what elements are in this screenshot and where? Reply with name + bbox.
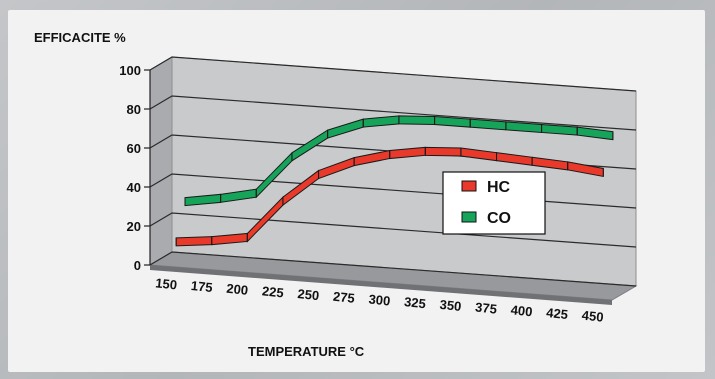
x-tick-label: 450	[581, 308, 604, 325]
x-tick-label: 175	[190, 278, 213, 295]
gridline	[149, 251, 637, 287]
x-tick-label: 150	[155, 275, 178, 292]
legend-label: CO	[487, 210, 511, 227]
gridline	[149, 95, 637, 131]
back-wall	[171, 56, 637, 287]
legend-swatch	[461, 211, 477, 223]
series-segment	[398, 115, 436, 126]
y-tick-label: 0	[134, 258, 141, 273]
legend-label: HC	[487, 179, 511, 196]
y-axis-title: EFFICACITE %	[34, 30, 126, 45]
x-tick-label: 375	[475, 300, 498, 317]
legend-box	[442, 171, 546, 235]
x-tick-label: 350	[439, 297, 462, 314]
legend: HC CO	[442, 171, 546, 235]
gridline	[149, 56, 637, 92]
x-tick-label: 225	[261, 283, 284, 300]
x-tick-label: 425	[546, 305, 569, 322]
x-tick-label: 400	[510, 302, 533, 319]
y-tick-label: 40	[127, 180, 141, 195]
x-tick-label: 200	[226, 281, 249, 298]
floor-edge	[150, 265, 612, 305]
series-segment	[424, 146, 462, 157]
gridlines	[149, 56, 637, 287]
series-hc	[175, 146, 604, 247]
x-tick-label: 300	[368, 291, 391, 308]
y-tick-label: 20	[127, 219, 141, 234]
series-segment	[175, 236, 213, 247]
series-co	[184, 115, 614, 207]
legend-swatch	[461, 180, 477, 192]
x-tick-label: 250	[297, 286, 320, 303]
x-axis-title: TEMPERATURE °C	[248, 344, 365, 359]
y-tick-label: 100	[119, 63, 141, 78]
y-tick-label: 60	[127, 141, 141, 156]
side-wall	[149, 56, 173, 266]
y-tick-label: 80	[127, 102, 141, 117]
x-tick-label: 325	[403, 294, 426, 311]
x-tick-label: 275	[332, 289, 355, 306]
gridline	[149, 212, 637, 248]
